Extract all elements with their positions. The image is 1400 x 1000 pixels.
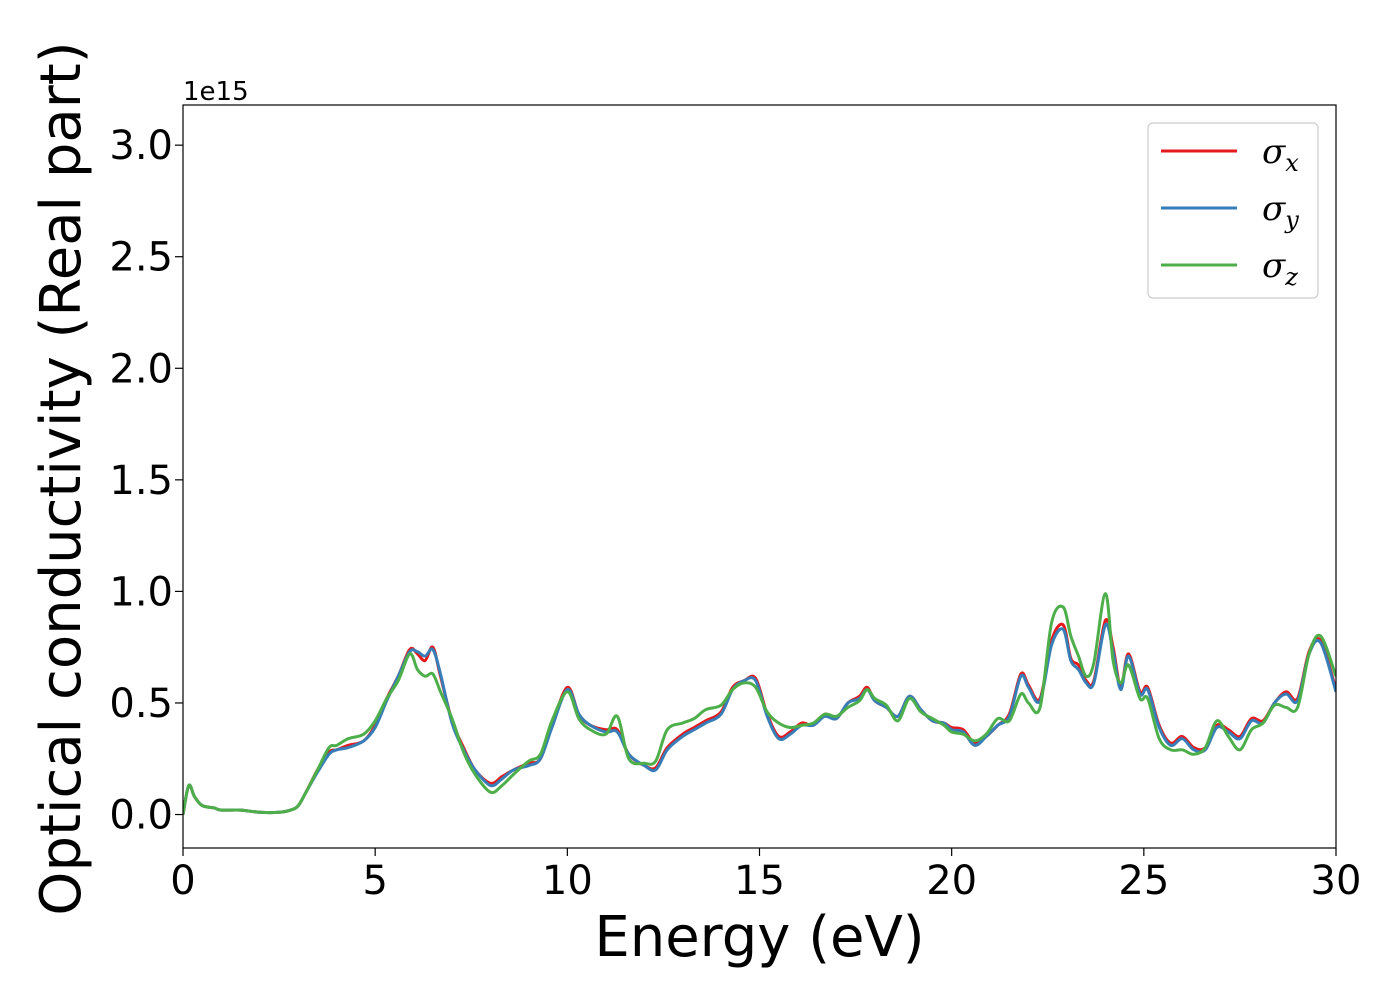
legend: σx σy σz: [1147, 122, 1319, 299]
x-axis-ticks: 0 5 10 15 20 25 30: [170, 848, 1361, 904]
series-lines: [183, 592, 1336, 815]
x-tick-label: 30: [1311, 858, 1362, 904]
y-offset-label: 1e15: [183, 77, 249, 107]
y-tick-label: 0.0: [109, 793, 173, 839]
x-tick-label: 25: [1118, 858, 1169, 904]
x-axis-title: Energy (eV): [594, 905, 924, 970]
x-tick-label: 10: [542, 858, 593, 904]
y-tick-label: 2.5: [109, 235, 173, 281]
legend-box: [1147, 122, 1319, 299]
series-line-y: [183, 622, 1336, 815]
x-tick-label: 20: [926, 858, 977, 904]
x-tick-label: 0: [170, 858, 195, 904]
series-line-z: [183, 592, 1336, 815]
legend-label-y: σy: [1262, 189, 1299, 234]
y-tick-label: 3.0: [109, 123, 173, 169]
y-tick-label: 2.0: [109, 346, 173, 392]
legend-label-z: σz: [1262, 246, 1298, 291]
legend-label-x: σx: [1262, 132, 1299, 177]
y-axis-title: Optical conductivity (Real part): [29, 41, 94, 915]
y-tick-label: 0.5: [109, 681, 173, 727]
y-tick-label: 1.0: [109, 569, 173, 615]
x-tick-label: 15: [734, 858, 785, 904]
y-tick-label: 1.5: [109, 458, 173, 504]
x-tick-label: 5: [362, 858, 387, 904]
y-axis-ticks: 0.0 0.5 1.0 1.5 2.0 2.5 3.0: [109, 123, 183, 839]
